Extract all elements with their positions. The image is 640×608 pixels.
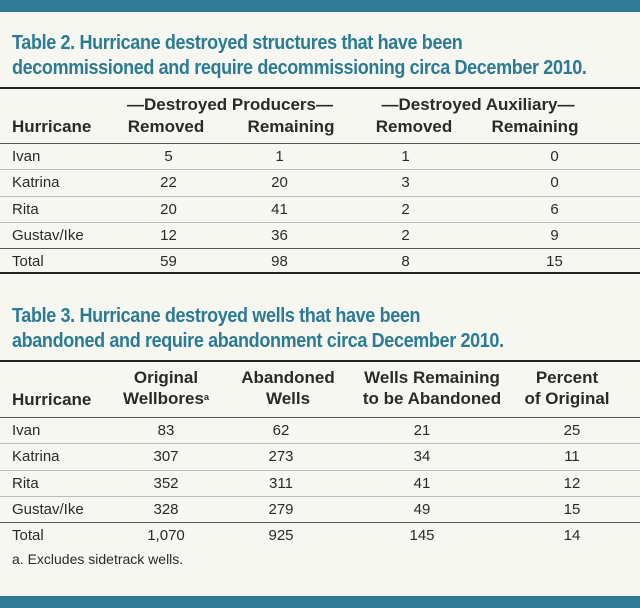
row-hurricane-name: Gustav/Ike [0,495,110,523]
cell-aux-removed: 2 [342,221,469,249]
table-3-header-rule [0,417,640,418]
table-total-row: Total 59 98 8 15 [0,248,640,275]
table-3-col-percent: Percent of Original [515,367,619,409]
table-2-title-line-2: decommissioned and require decommissioni… [12,57,587,79]
table-2-title-line-1: Table 2. Hurricane destroyed structures … [12,32,463,54]
table-total-row: Total 1,070 925 145 14 [0,522,640,549]
cell-prod-remaining: 36 [217,221,342,249]
cell-aux-remaining: 6 [469,195,640,223]
table-row: Rita 352 311 41 12 [0,469,640,497]
table-2-header-rule [0,143,640,144]
row-hurricane-name: Total [0,522,110,549]
cell-abandoned: 311 [222,469,340,497]
cell-prod-removed: 12 [120,221,217,249]
cell-aux-removed: 1 [401,148,410,166]
cell-percent: 12 [504,469,640,497]
table-row: Ivan 5 1 1 0 [0,144,640,170]
table-3-title-line-1: Table 3. Hurricane destroyed wells that … [12,305,421,327]
table-3-col-percent-line-1: Percent [535,368,599,387]
table-3: Ivan 83 62 21 25 Katrina 307 273 34 11 Rita 352 311 4… [0,418,640,549]
table-3-footnote-marker: a [203,392,209,402]
cell-abandoned: 279 [222,495,340,523]
cell-aux-remaining: 0 [550,148,559,166]
row-hurricane-name: Rita [0,469,110,497]
cell-prod-remaining: 20 [217,169,342,197]
table-row: Gustav/Ike 12 36 2 9 [0,221,640,249]
table-2-col-producers-remaining: Remaining [247,117,335,136]
cell-prod-removed: 59 [120,248,217,275]
table-3-col-original: Original Wellboresa [111,367,221,409]
table-3-title: Table 3. Hurricane destroyed wells that … [12,304,570,354]
cell-abandoned: 925 [222,522,340,549]
cell-original: 83 [157,422,175,440]
table-3-col-hurricane: Hurricane [12,390,92,409]
row-hurricane-name: Ivan [12,148,41,166]
cell-remaining: 49 [340,495,504,523]
cell-aux-removed: 8 [342,248,469,275]
table-3-col-original-line-1: Original [133,368,199,387]
table-3-col-abandoned-line-2: Wells [265,389,311,408]
table-row: Gustav/Ike 328 279 49 15 [0,495,640,523]
table-2-top-rule [0,87,640,89]
row-hurricane-name: Total [0,248,120,275]
table-row: Katrina 22 20 3 0 [0,169,640,197]
table-3-footnote: a. Excludes sidetrack wells. [12,551,184,567]
cell-original: 1,070 [110,522,222,549]
table-3-col-remaining-line-1: Wells Remaining [364,368,500,387]
table-3-col-remaining: Wells Remaining to be Abandoned [358,367,506,409]
row-hurricane-name: Rita [0,195,120,223]
cell-abandoned: 62 [272,422,290,440]
table-3-col-original-label: Wellbores [123,389,204,408]
cell-remaining: 21 [413,422,431,440]
table-2: Ivan 5 1 1 0 Katrina 22 20 3 0 Rita 20 41 2 6 Gustav/Ik… [0,144,640,275]
cell-prod-removed: 5 [164,148,173,166]
table-2-group-auxiliary: —Destroyed Auxiliary— [381,95,575,114]
cell-aux-remaining: 0 [469,169,640,197]
table-3-col-abandoned: Abandoned Wells [236,367,340,409]
table-3-title-line-2: abandoned and require abandonment circa … [12,330,504,352]
cell-original: 328 [110,495,222,523]
cell-remaining: 34 [340,443,504,471]
cell-prod-remaining: 1 [275,148,284,166]
table-2-bottom-rule [0,272,640,274]
cell-percent: 14 [504,522,640,549]
top-accent-bar [0,0,640,12]
row-hurricane-name: Katrina [0,169,120,197]
cell-prod-remaining: 98 [217,248,342,275]
row-hurricane-name: Gustav/Ike [0,221,120,249]
cell-percent: 15 [504,495,640,523]
table-2-col-auxiliary-removed: Removed [375,117,453,136]
cell-remaining: 145 [340,522,504,549]
table-row: Ivan 83 62 21 25 [0,418,640,444]
table-row: Rita 20 41 2 6 [0,195,640,223]
row-hurricane-name: Katrina [0,443,110,471]
cell-prod-removed: 20 [120,195,217,223]
bottom-accent-bar [0,596,640,608]
table-3-col-percent-line-2: of Original [524,389,610,408]
cell-aux-removed: 2 [342,195,469,223]
cell-aux-remaining: 15 [469,248,640,275]
cell-original: 307 [110,443,222,471]
row-hurricane-name: Ivan [12,422,41,440]
cell-aux-remaining: 9 [469,221,640,249]
cell-percent: 11 [504,443,640,471]
cell-abandoned: 273 [222,443,340,471]
table-3-col-remaining-line-2: to be Abandoned [362,389,502,408]
table-row: Katrina 307 273 34 11 [0,443,640,471]
table-3-col-original-line-2: Wellboresa [111,388,221,409]
cell-prod-remaining: 41 [217,195,342,223]
table-2-title: Table 2. Hurricane destroyed structures … [12,31,587,81]
table-3-top-rule [0,360,640,362]
cell-original: 352 [110,469,222,497]
cell-prod-removed: 22 [120,169,217,197]
cell-aux-removed: 3 [342,169,469,197]
table-2-col-auxiliary-remaining: Remaining [491,117,579,136]
table-2-col-hurricane: Hurricane [12,117,92,136]
cell-percent: 25 [563,422,581,440]
table-2-col-producers-removed: Removed [127,117,205,136]
cell-remaining: 41 [340,469,504,497]
table-2-group-producers: —Destroyed Producers— [127,95,333,114]
table-3-col-abandoned-line-1: Abandoned [241,368,335,387]
